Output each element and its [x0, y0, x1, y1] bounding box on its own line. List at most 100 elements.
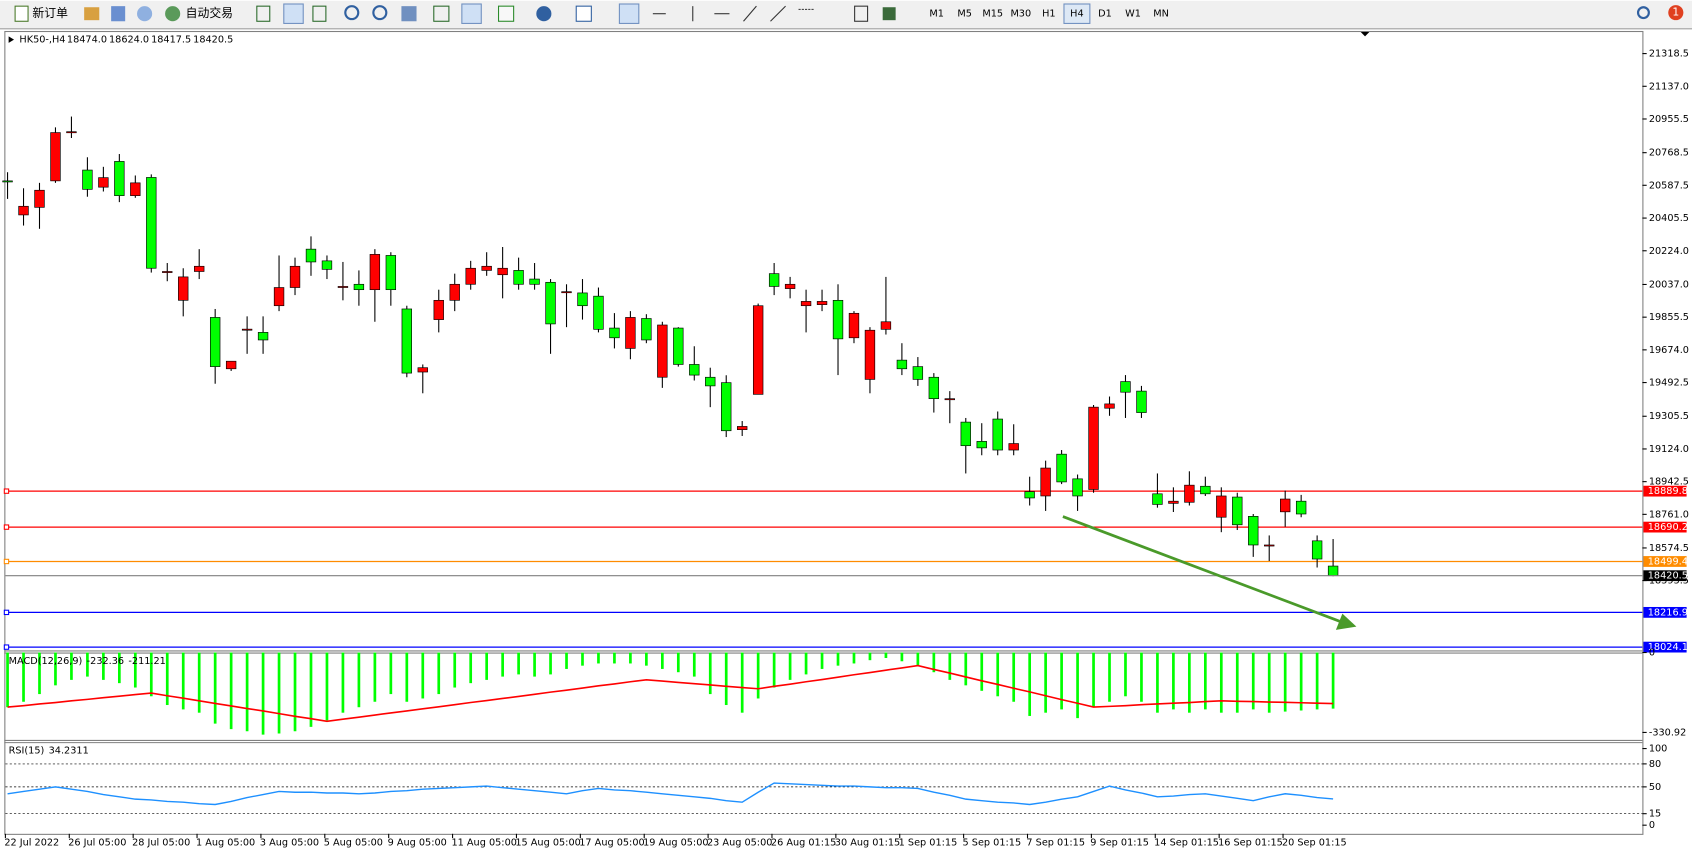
y-tick-label: 50 — [1649, 782, 1661, 793]
candle-body — [321, 260, 333, 270]
candle-body — [130, 182, 141, 196]
zoom-in[interactable] — [344, 5, 360, 21]
channel-tool[interactable] — [770, 5, 786, 22]
candle-body — [800, 301, 812, 307]
icon[interactable] — [575, 5, 592, 22]
level-label: 18889.8 — [1648, 486, 1688, 497]
y-tick-label: 100 — [1649, 744, 1668, 755]
icon[interactable] — [433, 5, 450, 22]
candle-body — [98, 177, 109, 188]
timeframe-button[interactable]: H4 — [1070, 9, 1083, 20]
timeframe-button[interactable]: M15 — [982, 9, 1003, 20]
candle-body — [1311, 540, 1323, 560]
plot: 21318.5 21137.0 20955.5 20768.5 20587.5 20405… — [2, 49, 1689, 848]
candle-body — [1008, 443, 1019, 451]
candle-body — [896, 359, 908, 370]
candle-body — [593, 295, 604, 330]
header-close: 18420.5 — [193, 35, 233, 46]
icon[interactable] — [111, 6, 126, 22]
timeframe-button[interactable]: D1 — [1098, 9, 1112, 20]
new-order-button[interactable]: 新订单 — [32, 6, 68, 20]
level-label: 18024.1 — [1648, 642, 1688, 653]
y-tick-label: 21137.0 — [1649, 81, 1689, 92]
candle-body — [257, 332, 269, 341]
icon[interactable] — [84, 7, 100, 21]
level-label-box — [1643, 521, 1687, 533]
candle-body — [864, 329, 876, 380]
timeframe-button[interactable]: M1 — [929, 9, 944, 20]
level-handle — [3, 609, 10, 616]
candle-body — [752, 305, 764, 395]
x-tick-label: 15 Aug 05:00 — [515, 837, 580, 848]
candle-body — [880, 321, 892, 330]
y-tick-label: 18761.0 — [1649, 509, 1689, 520]
search[interactable] — [1636, 6, 1650, 20]
trend-arrow-head[interactable] — [1335, 613, 1357, 630]
indicator-value: -232.36 — [87, 656, 124, 667]
auto-trading-button[interactable]: 自动交易 — [186, 6, 233, 20]
cursor-tool[interactable] — [618, 3, 640, 24]
candle-body — [737, 426, 748, 430]
x-tick-label: 1 Aug 05:00 — [196, 837, 255, 848]
y-tick-label: 20955.5 — [1649, 114, 1689, 125]
candle-body — [1088, 406, 1099, 490]
toolbar-buttons: 新订单 自动交易 M1 M5 M15 M30 H1 H — [14, 3, 1684, 24]
x-tick-label: 20 Sep 01:15 — [1282, 837, 1347, 848]
candle-body — [944, 398, 955, 401]
trendline-tool[interactable] — [743, 5, 757, 22]
candle-body — [1248, 516, 1259, 546]
icon[interactable] — [497, 5, 515, 22]
candle-body — [50, 132, 61, 182]
icon[interactable] — [461, 3, 482, 24]
candle-body — [816, 301, 828, 305]
trend-arrow[interactable] — [1062, 515, 1343, 624]
auto-trading-icon[interactable] — [165, 6, 181, 22]
toolbar — [0, 0, 1692, 29]
icon[interactable] — [137, 6, 153, 22]
y-tick-label: 0 — [1649, 648, 1655, 659]
icon[interactable] — [536, 6, 552, 22]
candle-body — [1184, 484, 1195, 503]
shapes-tool[interactable] — [882, 7, 896, 21]
candle-body — [689, 364, 700, 376]
candle-body — [401, 308, 412, 374]
zoom-out[interactable] — [372, 5, 388, 21]
candle-body — [545, 281, 556, 325]
notifications-count[interactable]: 1 — [1672, 6, 1679, 19]
candle-body — [1264, 544, 1275, 547]
level-label-box — [1643, 641, 1687, 653]
x-tick-label: 17 Aug 05:00 — [579, 837, 644, 848]
timeframe-button[interactable]: MN — [1153, 9, 1169, 20]
chart-shift-marker[interactable] — [1360, 32, 1370, 37]
candle-body — [577, 292, 588, 307]
indicator-title: MACD(12,26,9) -232.36 -211.21 — [9, 656, 166, 667]
timeframe-bar: M1 M5 M15 M30 H1 H4 D1 W1 MN — [929, 3, 1169, 24]
level-handle — [3, 644, 10, 650]
candle-body — [1152, 493, 1163, 505]
timeframe-button[interactable]: H1 — [1042, 9, 1055, 20]
level-label: 18499.4 — [1648, 556, 1688, 567]
icon[interactable] — [312, 5, 327, 22]
candle-body — [513, 270, 524, 285]
candle-body — [960, 421, 971, 447]
candle-body — [353, 283, 365, 291]
new-order-icon[interactable] — [14, 5, 29, 22]
timeframe-button[interactable]: W1 — [1125, 9, 1141, 20]
notifications[interactable] — [1668, 5, 1684, 21]
candle-body — [992, 418, 1003, 451]
icon[interactable] — [401, 6, 417, 22]
candle-body — [385, 255, 397, 291]
y-tick-label: 19855.5 — [1649, 312, 1689, 323]
timeframe-button[interactable]: M5 — [957, 9, 972, 20]
x-tick-label: 5 Sep 01:15 — [963, 837, 1022, 848]
label-tool[interactable] — [854, 5, 869, 22]
icon[interactable] — [283, 3, 304, 24]
icon[interactable] — [256, 5, 271, 22]
y-tick-label: 15 — [1649, 809, 1661, 820]
timeframe-button[interactable]: M30 — [1010, 9, 1031, 20]
x-tick-label: 23 Aug 05:00 — [707, 837, 772, 848]
y-tick-label: 18942.5 — [1649, 477, 1689, 488]
y-tick-label: 19124.0 — [1649, 444, 1689, 455]
